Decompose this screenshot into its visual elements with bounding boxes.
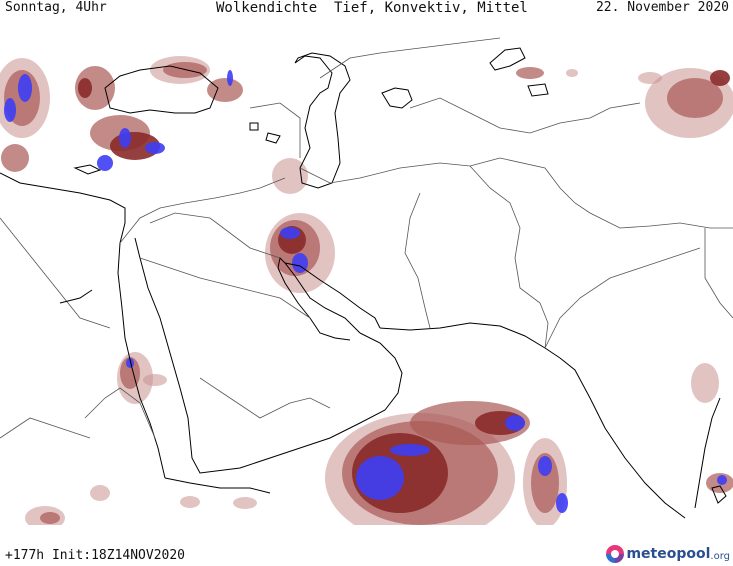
coastlines <box>0 52 727 519</box>
borders <box>0 37 733 439</box>
valid-day-label: Sonntag, 4Uhr <box>5 0 107 15</box>
lakes <box>59 47 549 304</box>
cloud-cell-turkey <box>75 66 165 171</box>
cloud-cell-arabian-sea-cyclone <box>325 401 568 525</box>
cloud-density-map <box>0 18 733 525</box>
logo-text: meteopool <box>626 546 711 562</box>
valid-date-label: 22. November 2020 <box>595 0 729 15</box>
cloud-cell-himalaya <box>516 67 733 138</box>
cloud-cell-horn <box>25 485 257 525</box>
meteopool-logo-icon <box>606 545 625 563</box>
model-run-info: +177h Init:18Z14NOV2020 <box>5 548 186 563</box>
cloud-cell-india-east <box>691 363 733 493</box>
cloud-cell-anatolia-west <box>0 58 50 172</box>
map-title: Wolkendichte Tief, Konvektiv, Mittel <box>216 0 528 16</box>
cloud-fields <box>0 56 733 525</box>
map-footer: +177h Init:18Z14NOV2020 meteopool .org <box>0 525 733 566</box>
cloud-cell-zagros <box>265 158 335 293</box>
logo-ext: .org <box>710 550 730 562</box>
meteopool-logo[interactable]: meteopool .org <box>606 543 730 565</box>
